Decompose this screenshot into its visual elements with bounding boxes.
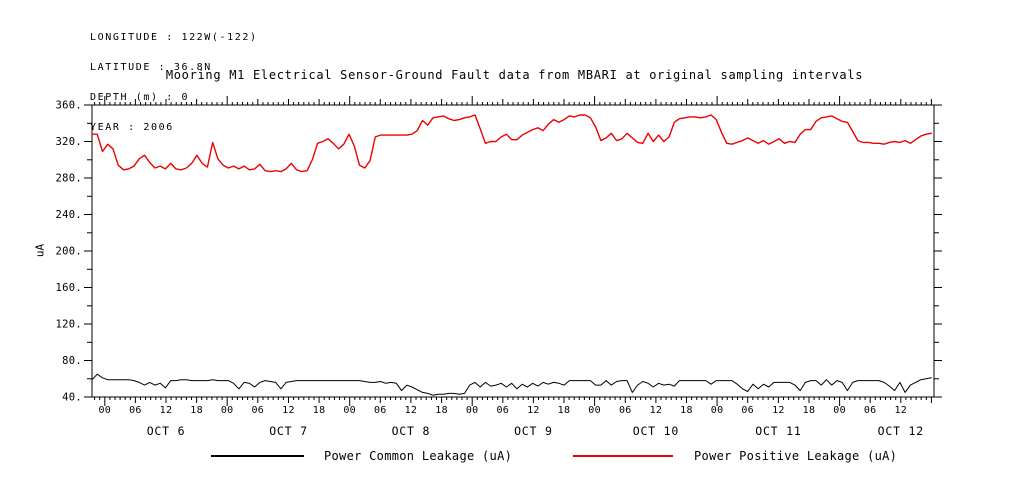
svg-text:06: 06 bbox=[374, 405, 387, 416]
svg-text:320.: 320. bbox=[56, 136, 83, 148]
legend-line-common bbox=[211, 455, 304, 457]
svg-text:18: 18 bbox=[680, 405, 693, 416]
svg-text:12: 12 bbox=[405, 405, 418, 416]
svg-text:06: 06 bbox=[864, 405, 877, 416]
y-axis-ticks bbox=[84, 104, 942, 398]
svg-text:06: 06 bbox=[496, 405, 509, 416]
legend-label-common: Power Common Leakage (uA) bbox=[324, 449, 513, 463]
svg-text:12: 12 bbox=[894, 405, 907, 416]
svg-text:18: 18 bbox=[313, 405, 326, 416]
x-axis-ticks bbox=[94, 96, 932, 406]
svg-text:OCT 10: OCT 10 bbox=[633, 424, 679, 438]
series-lines bbox=[91, 114, 932, 396]
svg-text:06: 06 bbox=[741, 405, 754, 416]
svg-text:12: 12 bbox=[527, 405, 540, 416]
svg-text:18: 18 bbox=[435, 405, 448, 416]
svg-text:OCT 7: OCT 7 bbox=[269, 424, 308, 438]
svg-text:00: 00 bbox=[833, 405, 846, 416]
info-latitude: LATITUDE : 36.8N bbox=[90, 62, 212, 73]
svg-text:00: 00 bbox=[343, 405, 356, 416]
svg-text:18: 18 bbox=[803, 405, 816, 416]
svg-text:00: 00 bbox=[221, 405, 234, 416]
svg-text:00: 00 bbox=[466, 405, 479, 416]
svg-text:12: 12 bbox=[772, 405, 785, 416]
svg-text:120.: 120. bbox=[56, 319, 83, 331]
svg-text:18: 18 bbox=[558, 405, 571, 416]
info-longitude: LONGITUDE : 122W(-122) bbox=[90, 32, 258, 43]
svg-text:12: 12 bbox=[650, 405, 663, 416]
chart-title: Mooring M1 Electrical Sensor-Ground Faul… bbox=[165, 68, 864, 82]
svg-text:00: 00 bbox=[588, 405, 601, 416]
x-axis-day-labels: OCT 6 OCT 7 OCT 8 OCT 9 OCT 10 OCT 11 OCT 12 bbox=[147, 424, 924, 438]
svg-text:06: 06 bbox=[619, 405, 632, 416]
x-axis-labels: 00 06 12 18 00 06 12 18 00 06 12 18 00 06 12 18 00 06 12 18… bbox=[98, 405, 907, 416]
svg-text:12: 12 bbox=[160, 405, 173, 416]
svg-text:00: 00 bbox=[98, 405, 111, 416]
station-info-block: LONGITUDE : 122W(-122) LATITUDE : 36.8N … bbox=[90, 13, 258, 153]
svg-text:18: 18 bbox=[190, 405, 203, 416]
svg-text:OCT 12: OCT 12 bbox=[878, 424, 924, 438]
svg-text:360.: 360. bbox=[56, 100, 83, 112]
svg-text:OCT 9: OCT 9 bbox=[514, 424, 553, 438]
legend-label-positive: Power Positive Leakage (uA) bbox=[694, 449, 898, 463]
svg-text:240.: 240. bbox=[56, 209, 83, 221]
svg-text:80.: 80. bbox=[62, 355, 82, 367]
svg-text:200.: 200. bbox=[56, 246, 83, 258]
svg-text:280.: 280. bbox=[56, 173, 83, 185]
svg-text:12: 12 bbox=[282, 405, 295, 416]
svg-text:06: 06 bbox=[251, 405, 264, 416]
svg-text:00: 00 bbox=[711, 405, 724, 416]
svg-text:06: 06 bbox=[129, 405, 142, 416]
svg-text:160.: 160. bbox=[56, 282, 83, 294]
svg-text:OCT 6: OCT 6 bbox=[147, 424, 186, 438]
plot-border bbox=[91, 104, 935, 398]
svg-text:OCT 8: OCT 8 bbox=[392, 424, 431, 438]
svg-text:40.: 40. bbox=[62, 392, 82, 404]
info-depth: DEPTH (m) : 0 bbox=[90, 92, 190, 103]
legend-line-positive bbox=[573, 455, 673, 457]
y-axis-labels: 40. 80. 120. 160. 200. 240. 280. 320. 360. bbox=[56, 100, 83, 404]
svg-text:OCT 11: OCT 11 bbox=[755, 424, 801, 438]
info-year: YEAR : 2006 bbox=[90, 122, 174, 133]
